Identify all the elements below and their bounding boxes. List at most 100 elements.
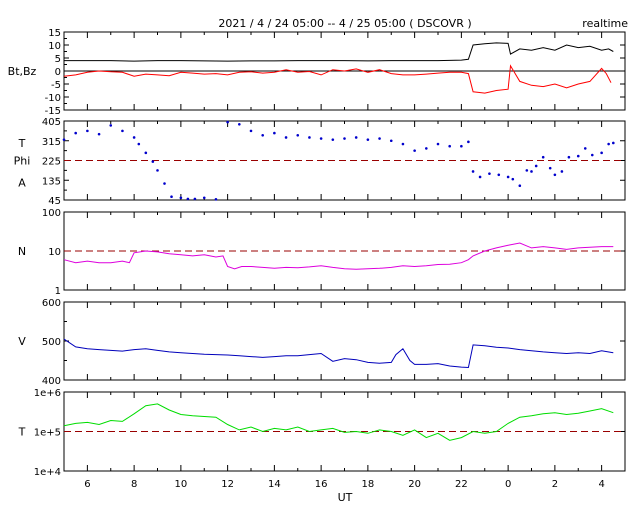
plot-title: 2021 / 4 / 24 05:00 -- 4 / 25 05:00 ( DS… [218,17,471,30]
phi-phi-point [249,129,253,133]
phi-phi-point [583,147,587,150]
x-tick-label: 12 [221,479,234,490]
phi-phi-point [144,151,148,155]
phi-phi-point [62,138,66,141]
phi-phi-point [548,166,552,170]
mag-ytick-label: -5 [51,80,61,91]
phi-phi-point [378,137,381,140]
phi-phi-point [238,122,241,126]
x-tick-label: 14 [268,479,281,490]
x-axis-label: UT [338,491,353,504]
speed-ytick-label: 500 [42,337,61,348]
phi-phi-point [506,175,510,179]
phi-phi-point [163,182,166,185]
mag-ytick-label: 5 [55,54,61,65]
phi-phi-point [331,138,335,141]
phi-phi-point [530,170,533,173]
temperature-temperature-line [63,403,614,441]
temperature-ytick-label: 1e+5 [34,428,61,439]
phi-phi-point [576,154,580,158]
x-tick-label: 10 [175,479,188,490]
mag-bt-line [64,42,614,62]
phi-phi-point [607,142,610,146]
speed-ytick-label: 600 [42,298,61,309]
phi-phi-point [296,133,300,137]
x-tick-label: 0 [505,479,511,490]
phi-ytick-label: 315 [42,137,61,148]
phi-phi-point [448,144,451,148]
phi-phi-point [612,141,615,145]
phi-phi-point [284,136,288,139]
x-tick-label: 18 [362,479,375,490]
phi-phi-point [541,155,545,159]
mag-ytick-label: 15 [48,28,61,39]
phi-phi-point [567,155,571,159]
x-tick-label: 8 [131,479,137,490]
phi-phi-point [389,139,393,143]
phi-ytick-label: 225 [42,157,61,168]
phi-phi-point [560,170,564,173]
phi-phi-point [214,198,218,201]
density-ylabel: N [18,245,26,258]
phi-phi-point [460,144,463,148]
phi-phi-point [74,131,77,135]
temperature-ylabel: T [18,426,26,439]
x-tick-label: 16 [315,479,328,490]
phi-phi-point [202,196,206,200]
density-ytick-label: 100 [42,208,61,219]
phi-phi-point [600,151,603,155]
phi-ytick-label: 135 [42,176,61,187]
density-density-line [63,242,614,270]
speed-ytick-label: 400 [42,376,61,387]
phi-ylabel: Phi [14,155,31,168]
x-tick-label: 20 [408,479,421,490]
phi-phi-point [137,142,141,146]
phi-phi-point [132,136,136,139]
temperature-ytick-label: 1e+6 [34,388,61,399]
phi-phi-point [121,129,124,133]
phi-phi-point [186,197,190,201]
x-tick-label: 22 [455,479,468,490]
phi-phi-point [590,153,594,157]
mag-ytick-label: -15 [45,106,61,117]
phi-phi-point [156,169,159,172]
phi-phi-point [534,164,538,168]
phi-phi-point [488,172,491,175]
phi-phi-point [226,120,229,124]
phi-phi-point [308,136,311,139]
phi-phi-point [170,195,173,199]
density-ytick-label: 1 [55,286,61,297]
phi-phi-point [553,173,557,177]
mag-bz-line [63,64,612,94]
x-tick-label: 4 [598,479,604,490]
temperature-ytick-label: 1e+4 [34,467,61,478]
phi-phi-point [413,149,416,152]
phi-phi-point [401,142,405,146]
phi-phi-point [436,142,440,146]
phi-phi-point [467,140,470,144]
phi-ylabel: A [18,177,26,190]
phi-phi-point [497,173,501,177]
phi-phi-point [261,133,264,137]
phi-phi-point [86,129,89,133]
x-tick-label: 6 [84,479,90,490]
phi-phi-point [319,137,323,140]
mag-ytick-label: -10 [45,93,61,104]
speed-speed-line [63,338,614,369]
phi-phi-point [425,147,428,150]
phi-phi-point [511,177,515,181]
mag-ytick-label: 0 [55,67,61,78]
density-ytick-label: 10 [48,247,61,258]
phi-phi-point [151,160,155,163]
phi-phi-point [179,196,183,200]
phi-phi-point [343,137,346,140]
phi-phi-point [109,124,113,127]
phi-phi-point [273,131,276,135]
x-tick-label: 2 [552,479,558,490]
phi-ytick-label: 45 [48,196,61,207]
realtime-label: realtime [582,17,628,30]
phi-phi-point [518,184,522,188]
phi-phi-point [471,170,475,173]
phi-phi-point [478,175,482,179]
